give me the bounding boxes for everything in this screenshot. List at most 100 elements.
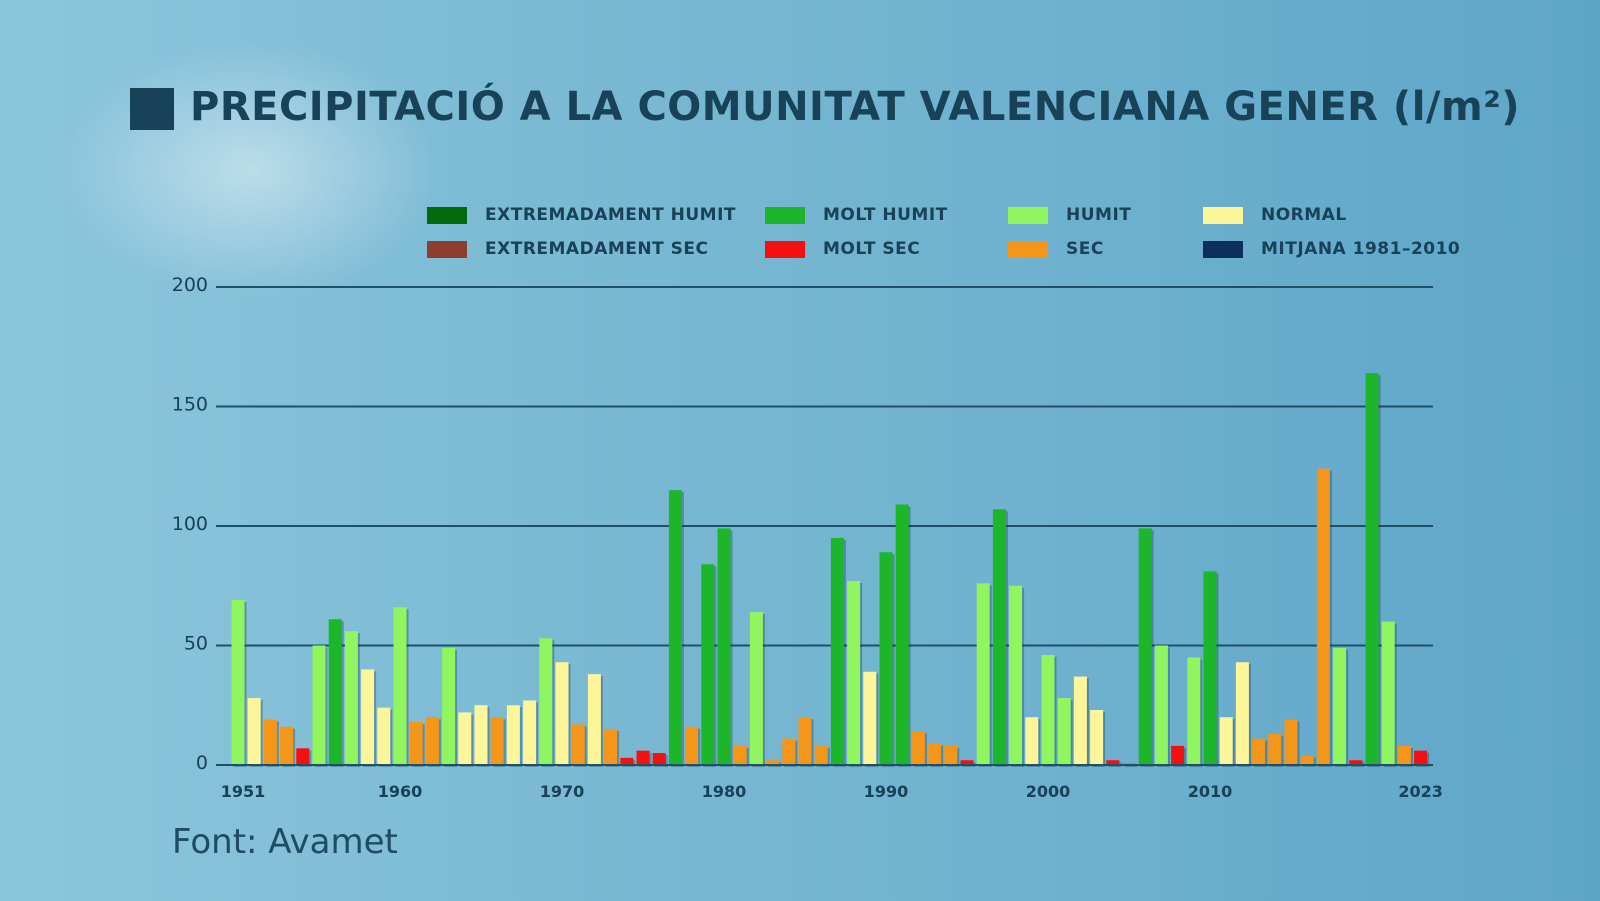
bar-1997	[992, 509, 1006, 765]
legend-swatch	[1008, 206, 1048, 224]
legend-item-eh: EXTREMADAMENT HUMIT	[427, 205, 736, 225]
bar-1965	[474, 705, 488, 765]
bar-1973	[604, 729, 618, 765]
legend-label: MOLT SEC	[823, 239, 921, 259]
y-tick-label: 100	[172, 513, 208, 535]
bar-1967	[506, 705, 520, 765]
bar-1994	[944, 745, 958, 765]
bar-1953	[280, 726, 294, 765]
background-glow	[60, 40, 440, 300]
bar-2004	[1106, 760, 1120, 765]
bar-1986	[814, 745, 828, 765]
bar-1976	[652, 753, 666, 765]
legend-item-s: SEC	[1008, 239, 1104, 259]
legend-item-mh: MOLT HUMIT	[765, 205, 948, 225]
bar-2021	[1381, 621, 1395, 765]
bar-1963	[442, 647, 456, 765]
x-tick-label: 2010	[1188, 782, 1233, 801]
chart-title: PRECIPITACIÓ A LA COMUNITAT VALENCIANA G…	[190, 84, 1520, 130]
bar-1989	[863, 671, 877, 765]
bar-2012	[1235, 662, 1249, 765]
bar-1955	[312, 645, 326, 765]
bar-1970	[555, 662, 569, 765]
bar-2011	[1219, 717, 1233, 765]
bar-2003	[1090, 710, 1104, 765]
bar-1996	[976, 583, 990, 765]
bar-1972	[587, 674, 601, 765]
bar-1987	[830, 537, 844, 765]
bar-2014	[1268, 733, 1282, 765]
legend-label: NORMAL	[1261, 205, 1347, 225]
bar-1962	[425, 717, 439, 765]
bar-1995	[960, 760, 974, 765]
bar-1983	[766, 760, 780, 765]
legend-swatch	[1203, 240, 1243, 258]
bar-1969	[539, 638, 553, 765]
legend-item-es: EXTREMADAMENT SEC	[427, 239, 708, 259]
bar-1971	[571, 724, 585, 765]
legend-swatch	[1008, 240, 1048, 258]
legend-swatch	[765, 206, 805, 224]
bar-1985	[798, 717, 812, 765]
bar-1977	[668, 490, 682, 765]
bar-1968	[523, 700, 537, 765]
x-tick-label: 2000	[1026, 782, 1071, 801]
bar-2016	[1300, 755, 1314, 765]
bar-1998	[1009, 585, 1023, 765]
bar-2000	[1041, 655, 1055, 765]
bar-1979	[701, 564, 715, 765]
bar-1956	[328, 619, 342, 765]
bar-1960	[393, 607, 407, 765]
bar-2008	[1171, 745, 1185, 765]
x-tick-label: 2023	[1398, 782, 1443, 801]
legend-label: HUMIT	[1066, 205, 1132, 225]
x-tick-label: 1970	[540, 782, 585, 801]
bar-1954	[296, 748, 310, 765]
bar-shadow	[1124, 765, 1138, 767]
bar-1990	[879, 552, 893, 765]
bar-1958	[361, 669, 375, 765]
y-tick-label: 200	[172, 274, 208, 296]
bar-1966	[490, 717, 504, 765]
legend-swatch	[427, 206, 467, 224]
legend-label: EXTREMADAMENT HUMIT	[485, 205, 737, 225]
bar-2022	[1397, 745, 1411, 765]
y-tick-label: 0	[196, 752, 208, 774]
bar-1988	[847, 580, 861, 765]
legend-label: SEC	[1066, 239, 1104, 259]
bar-2020	[1365, 373, 1379, 765]
bar-1992	[911, 731, 925, 765]
bar-1957	[344, 631, 358, 765]
bar-2018	[1333, 647, 1347, 765]
legend-swatch	[427, 240, 467, 258]
bar-2017	[1316, 468, 1330, 765]
bar-2019	[1349, 760, 1363, 765]
x-tick-label: 1951	[221, 782, 266, 801]
bar-2013	[1252, 738, 1266, 765]
legend-item-ms: MOLT SEC	[765, 239, 920, 259]
bar-2015	[1284, 719, 1298, 765]
y-tick-label: 150	[172, 394, 208, 416]
title-square-icon	[130, 88, 174, 130]
bar-1993	[928, 743, 942, 765]
bar-1951	[247, 698, 261, 765]
legend-label: MOLT HUMIT	[823, 205, 948, 225]
bar-1974	[620, 757, 634, 765]
bar-1978	[685, 726, 699, 765]
x-tick-label: 1990	[864, 782, 909, 801]
bar-2010	[1203, 571, 1217, 765]
bar-2023	[1414, 750, 1428, 765]
bar-1984	[782, 738, 796, 765]
legend-item-m: MITJANA 1981–2010	[1203, 239, 1460, 259]
bar-1999	[1025, 717, 1039, 765]
bar-2002	[1073, 676, 1087, 765]
y-tick-label: 50	[184, 633, 208, 655]
bar-1982	[749, 612, 763, 765]
bar-1964	[458, 712, 472, 765]
x-tick-label: 1980	[702, 782, 747, 801]
bar-1991	[895, 504, 909, 765]
bar-2001	[1057, 698, 1071, 765]
bar-1975	[636, 750, 650, 765]
x-tick-label: 1960	[378, 782, 423, 801]
